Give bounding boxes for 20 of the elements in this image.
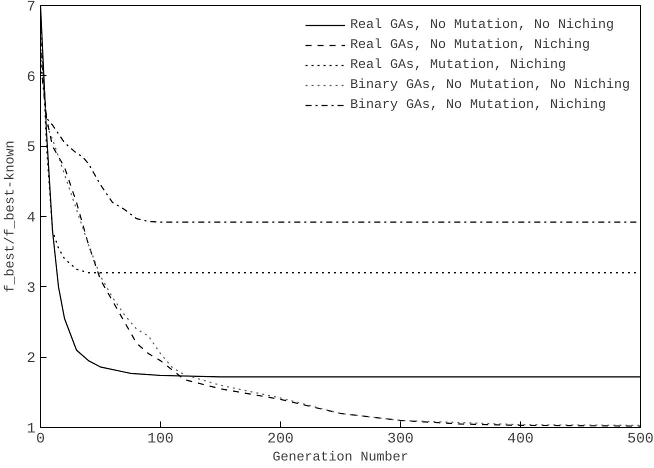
y-tick-label: 6 (26, 70, 36, 86)
x-tick-label: 100 (147, 432, 174, 448)
legend-label: Real GAs, Mutation, Niching (350, 58, 566, 72)
y-tick-label: 2 (26, 351, 36, 368)
y-tick-label: 3 (26, 280, 36, 297)
y-axis-title: f_best/f_best-known (4, 140, 19, 292)
x-tick-label: 400 (507, 432, 534, 448)
y-tick-label: 7 (26, 0, 36, 16)
x-tick-label: 200 (267, 432, 294, 448)
legend-label: Binary GAs, No Mutation, Niching (350, 98, 606, 112)
x-tick-label: 0 (36, 432, 45, 448)
y-tick-label: 1 (26, 422, 36, 438)
x-tick-label: 300 (387, 432, 414, 448)
y-tick-label: 4 (26, 210, 36, 226)
legend-label: Real GAs, No Mutation, No Niching (350, 18, 614, 32)
y-tick-label: 5 (26, 140, 36, 156)
x-tick-label: 500 (627, 432, 654, 448)
legend-label: Binary GAs, No Mutation, No Niching (350, 78, 630, 92)
legend-label: Real GAs, No Mutation, Niching (350, 38, 590, 52)
x-axis-title: Generation Number (272, 450, 408, 466)
